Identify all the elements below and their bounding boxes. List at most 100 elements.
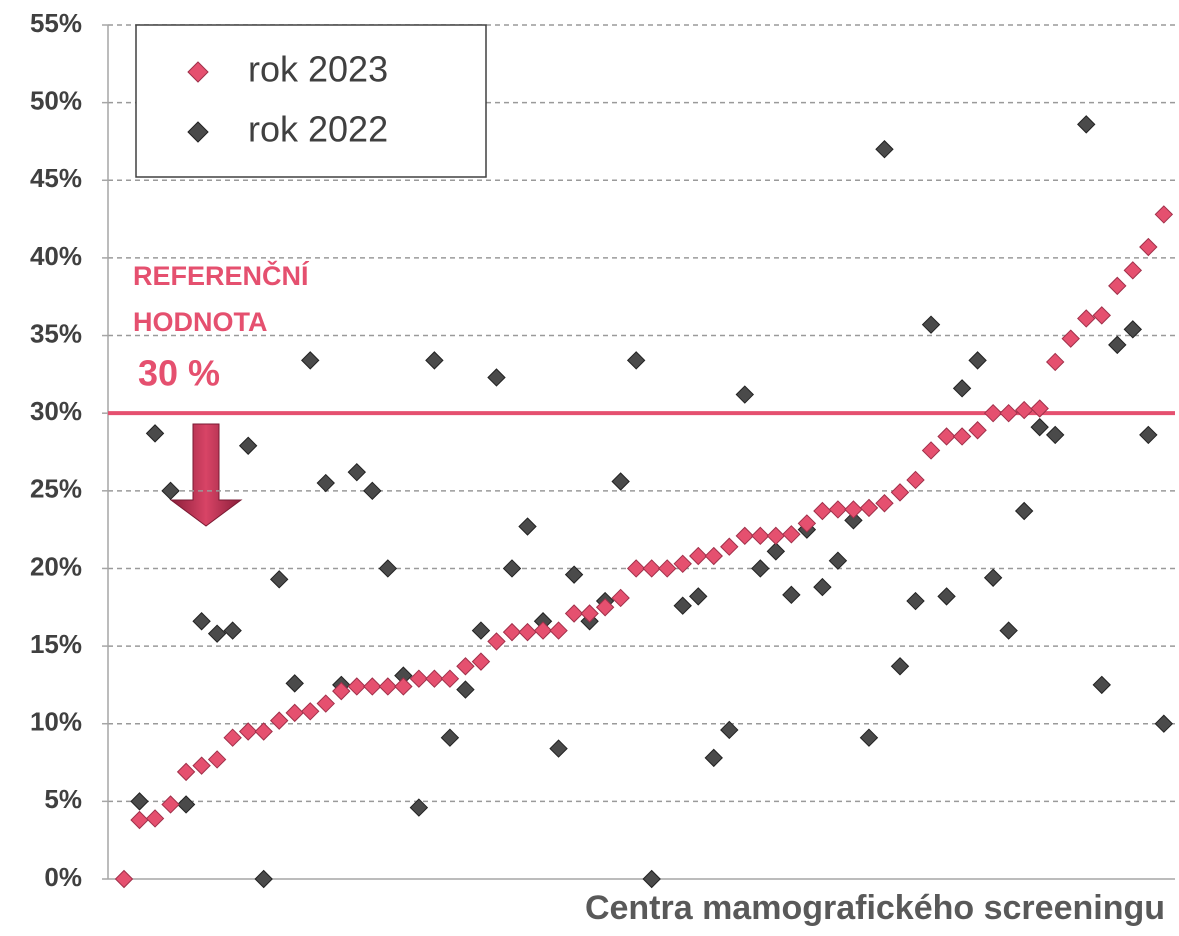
marker xyxy=(999,621,1018,640)
marker xyxy=(1030,417,1049,437)
marker xyxy=(906,470,925,490)
marker xyxy=(223,621,242,640)
marker xyxy=(487,632,506,651)
y-tick-label: 10% xyxy=(30,707,82,737)
reference-label: HODNOTA xyxy=(133,307,268,337)
marker xyxy=(844,500,863,519)
marker xyxy=(1108,276,1127,296)
marker xyxy=(549,621,568,640)
marker xyxy=(533,621,553,640)
marker xyxy=(735,526,755,546)
marker xyxy=(1092,675,1111,695)
marker xyxy=(1030,399,1049,418)
marker xyxy=(192,612,211,631)
marker xyxy=(906,591,925,611)
marker xyxy=(1123,320,1143,339)
marker xyxy=(1154,714,1174,733)
marker xyxy=(471,652,491,671)
marker xyxy=(1108,335,1127,355)
marker xyxy=(363,481,382,501)
marker xyxy=(254,722,273,741)
marker xyxy=(642,869,661,889)
marker xyxy=(580,604,599,623)
marker xyxy=(425,351,444,370)
marker xyxy=(207,624,227,643)
marker xyxy=(378,677,398,696)
reference-value-label: 30 % xyxy=(138,353,220,394)
marker xyxy=(642,559,661,578)
marker xyxy=(673,554,692,574)
marker xyxy=(735,385,755,404)
y-tick-label: 55% xyxy=(30,8,82,38)
marker xyxy=(1139,425,1158,445)
marker xyxy=(952,379,972,398)
marker xyxy=(378,559,398,578)
marker xyxy=(363,677,382,696)
marker xyxy=(720,537,739,556)
marker xyxy=(859,728,879,747)
marker xyxy=(332,681,351,701)
marker xyxy=(207,750,227,769)
marker xyxy=(937,427,956,446)
marker xyxy=(751,526,770,546)
marker xyxy=(1045,425,1065,445)
legend-marker xyxy=(187,121,209,143)
marker xyxy=(114,869,134,889)
marker xyxy=(347,677,367,696)
marker xyxy=(285,703,304,723)
y-tick-label: 5% xyxy=(44,784,82,814)
marker xyxy=(611,472,630,491)
marker xyxy=(782,585,801,605)
marker xyxy=(782,525,801,544)
marker xyxy=(1045,352,1065,372)
marker xyxy=(316,694,335,713)
marker xyxy=(176,762,196,782)
marker xyxy=(269,711,289,730)
marker xyxy=(689,587,708,606)
marker xyxy=(968,351,987,370)
marker xyxy=(890,483,910,502)
marker xyxy=(720,720,739,740)
marker xyxy=(704,748,723,768)
marker xyxy=(394,677,413,696)
marker xyxy=(1154,205,1174,224)
marker xyxy=(828,500,848,519)
marker xyxy=(176,795,196,814)
marker xyxy=(626,351,646,370)
reference-label: REFERENČNÍ xyxy=(133,260,310,291)
marker xyxy=(161,481,180,501)
legend-marker xyxy=(187,61,209,83)
y-tick-label: 45% xyxy=(30,163,82,193)
marker xyxy=(440,669,460,688)
legend-label: rok 2022 xyxy=(248,109,388,150)
marker xyxy=(704,546,723,566)
marker xyxy=(192,756,211,775)
marker xyxy=(440,728,460,747)
y-tick-label: 15% xyxy=(30,629,82,659)
marker xyxy=(549,739,568,758)
marker xyxy=(301,351,320,370)
y-tick-label: 0% xyxy=(44,862,82,892)
marker xyxy=(425,669,444,688)
marker xyxy=(1014,501,1034,521)
marker xyxy=(999,403,1018,423)
marker xyxy=(983,403,1003,423)
marker xyxy=(301,702,320,721)
marker xyxy=(626,559,646,578)
marker xyxy=(518,622,537,642)
y-tick-label: 50% xyxy=(30,86,82,116)
marker xyxy=(254,869,273,889)
marker xyxy=(223,728,242,747)
marker xyxy=(471,621,491,640)
y-tick-label: 25% xyxy=(30,474,82,504)
marker xyxy=(456,657,475,676)
marker xyxy=(269,570,289,589)
marker xyxy=(145,424,165,443)
marker xyxy=(1014,400,1034,420)
marker xyxy=(1061,329,1080,348)
marker xyxy=(952,427,972,446)
marker xyxy=(813,501,832,521)
legend-box xyxy=(135,24,487,178)
marker xyxy=(409,798,429,817)
